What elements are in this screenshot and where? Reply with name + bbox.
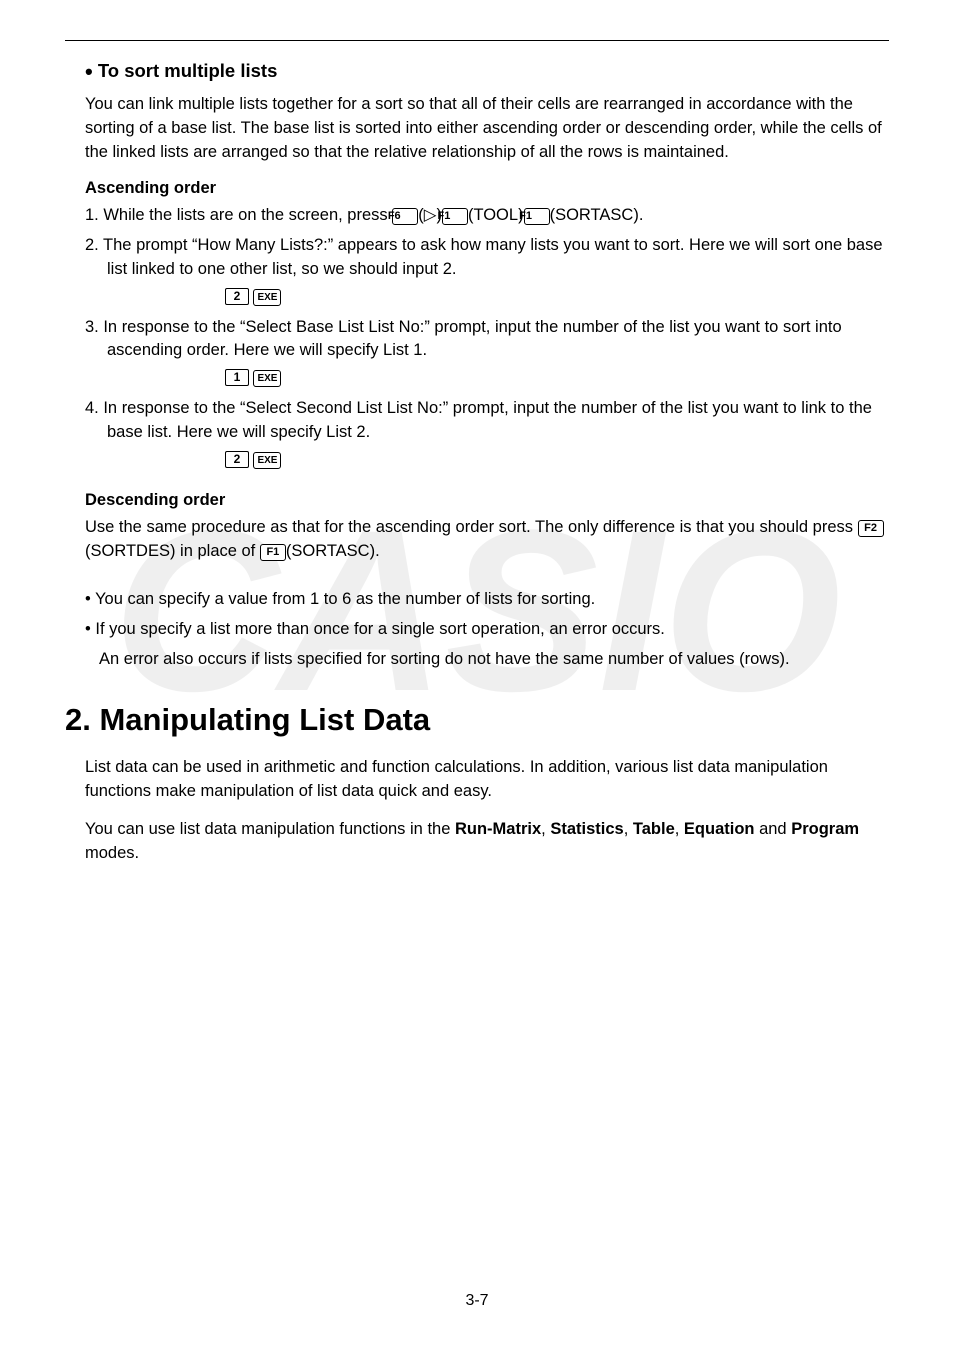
- key-exe: EXE: [253, 452, 281, 469]
- ascending-heading: Ascending order: [85, 179, 889, 198]
- sort-multiple-heading: • To sort multiple lists: [85, 59, 889, 85]
- keys-step4: 2 EXE: [225, 451, 889, 469]
- ascending-step1: 1. While the lists are on the screen, pr…: [85, 204, 889, 228]
- page-number: 3-7: [0, 1292, 954, 1310]
- ascending-step2: 2. The prompt “How Many Lists?:” appears…: [85, 234, 889, 282]
- note-1: • You can specify a value from 1 to 6 as…: [85, 588, 889, 612]
- ascending-step3: 3. In response to the “Select Base List …: [85, 316, 889, 364]
- key-2: 2: [225, 451, 249, 468]
- key-f2: F2: [858, 520, 884, 537]
- descending-body: Use the same procedure as that for the a…: [85, 516, 889, 564]
- note-2: • If you specify a list more than once f…: [85, 618, 889, 642]
- chapter-title: 2. Manipulating List Data: [65, 702, 889, 738]
- chapter-p1: List data can be used in arithmetic and …: [85, 756, 889, 804]
- key-f1: F1: [442, 208, 468, 225]
- key-f1: F1: [524, 208, 550, 225]
- top-rule: [65, 40, 889, 41]
- triangle-icon: ▷: [424, 206, 437, 224]
- keys-step3: 1 EXE: [225, 369, 889, 387]
- bullet-dot: •: [85, 59, 93, 84]
- descending-heading: Descending order: [85, 491, 889, 510]
- chapter-p2: You can use list data manipulation funct…: [85, 818, 889, 866]
- key-f6: F6: [392, 208, 418, 225]
- keys-step2: 2 EXE: [225, 288, 889, 306]
- key-exe: EXE: [253, 289, 281, 306]
- key-f1: F1: [260, 544, 286, 561]
- note-2-sub: An error also occurs if lists specified …: [99, 648, 889, 672]
- ascending-step4: 4. In response to the “Select Second Lis…: [85, 397, 889, 445]
- key-1: 1: [225, 369, 249, 386]
- key-exe: EXE: [253, 370, 281, 387]
- sort-multiple-title: To sort multiple lists: [98, 60, 278, 81]
- key-2: 2: [225, 288, 249, 305]
- sort-intro: You can link multiple lists together for…: [85, 93, 889, 165]
